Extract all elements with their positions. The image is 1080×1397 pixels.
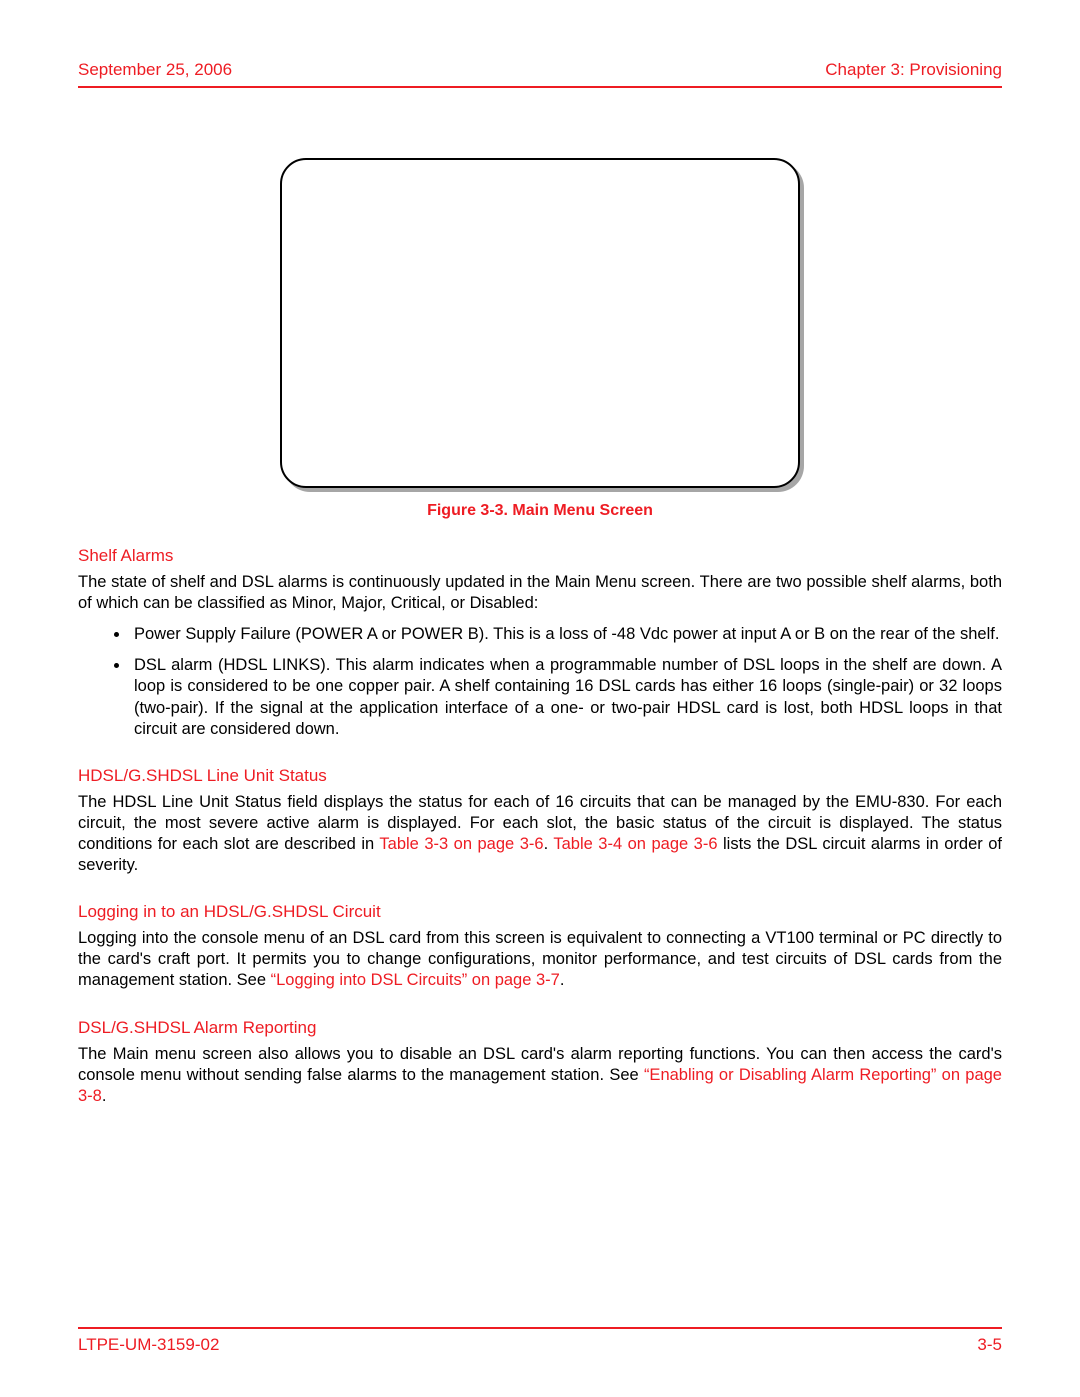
page: September 25, 2006 Chapter 3: Provisioni…	[0, 0, 1080, 1397]
text-run: .	[544, 835, 554, 853]
page-header: September 25, 2006 Chapter 3: Provisioni…	[78, 60, 1002, 88]
para-logging-in: Logging into the console menu of an DSL …	[78, 928, 1002, 991]
text-run: .	[560, 971, 565, 989]
xref-table-3-3[interactable]: Table 3-3 on page 3-6	[379, 835, 543, 853]
list-shelf-alarms: Power Supply Failure (POWER A or POWER B…	[78, 624, 1002, 740]
heading-logging-in: Logging in to an HDSL/G.SHDSL Circuit	[78, 902, 1002, 922]
list-item: Power Supply Failure (POWER A or POWER B…	[130, 624, 1002, 645]
figure-main-menu: Figure 3-3. Main Menu Screen	[78, 158, 1002, 520]
heading-shelf-alarms: Shelf Alarms	[78, 546, 1002, 566]
header-date: September 25, 2006	[78, 60, 232, 80]
heading-alarm-reporting: DSL/G.SHDSL Alarm Reporting	[78, 1018, 1002, 1038]
para-shelf-alarms-intro: The state of shelf and DSL alarms is con…	[78, 572, 1002, 614]
para-line-unit-status: The HDSL Line Unit Status field displays…	[78, 792, 1002, 876]
figure-screen-box	[280, 158, 800, 488]
xref-logging-dsl[interactable]: “Logging into DSL Circuits” on page 3-7	[271, 971, 560, 989]
list-item: DSL alarm (HDSL LINKS). This alarm indic…	[130, 655, 1002, 739]
xref-table-3-4[interactable]: Table 3-4 on page 3-6	[553, 835, 717, 853]
page-footer: LTPE-UM-3159-02 3-5	[78, 1327, 1002, 1355]
heading-line-unit-status: HDSL/G.SHDSL Line Unit Status	[78, 766, 1002, 786]
header-chapter: Chapter 3: Provisioning	[825, 60, 1002, 80]
figure-caption: Figure 3-3. Main Menu Screen	[427, 502, 653, 520]
footer-docid: LTPE-UM-3159-02	[78, 1335, 219, 1355]
footer-pagenum: 3-5	[977, 1335, 1002, 1355]
para-alarm-reporting: The Main menu screen also allows you to …	[78, 1044, 1002, 1107]
text-run: .	[102, 1087, 107, 1105]
